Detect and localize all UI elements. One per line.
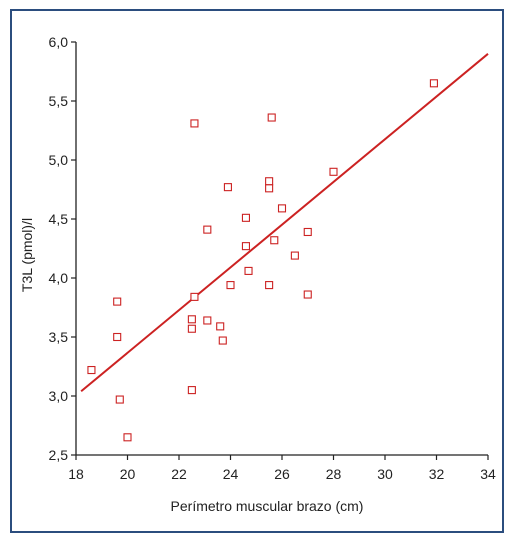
data-point <box>203 225 212 234</box>
y-tick-label: 4,5 <box>49 211 69 227</box>
data-point <box>123 433 132 442</box>
x-tick-label: 32 <box>429 466 445 482</box>
y-tick-label: 3,5 <box>49 329 69 345</box>
x-tick-label: 34 <box>480 466 496 482</box>
data-point <box>244 266 253 275</box>
data-point <box>187 315 196 324</box>
data-point <box>190 119 199 128</box>
x-tick-label: 20 <box>120 466 136 482</box>
data-point <box>265 281 274 290</box>
chart-axes: 18 20 22 24 26 28 30 32 34 2,5 3,0 3,5 4,0 4,5 5,0 5,5 6… <box>49 34 496 482</box>
data-point <box>290 251 299 260</box>
x-axis-title: Perímetro muscular brazo (cm) <box>171 498 364 514</box>
regression-line-layer <box>80 53 489 393</box>
data-point <box>303 227 312 237</box>
data-point <box>265 184 274 193</box>
data-point <box>265 177 274 186</box>
data-point <box>113 332 122 342</box>
x-tick-label: 22 <box>171 466 187 482</box>
y-tick-label: 3,0 <box>49 388 69 404</box>
chart-frame <box>10 9 504 533</box>
y-tick-label: 4,0 <box>49 270 69 286</box>
y-tick-label: 5,0 <box>49 152 69 168</box>
y-tick-label: 5,5 <box>49 93 69 109</box>
data-point <box>277 204 287 213</box>
data-point <box>187 324 196 333</box>
x-tick-label: 18 <box>68 466 84 482</box>
y-tick-label: 6,0 <box>49 34 69 50</box>
data-point <box>429 79 438 88</box>
x-tick-label: 24 <box>223 466 239 482</box>
data-point <box>303 290 312 299</box>
data-point <box>270 236 279 245</box>
y-tick-label: 2,5 <box>49 447 69 463</box>
data-point <box>216 322 225 331</box>
data-point <box>190 292 199 301</box>
data-point <box>329 167 338 176</box>
data-point <box>218 336 227 345</box>
data-point <box>87 365 96 375</box>
data-point <box>226 281 235 290</box>
x-tick-label: 28 <box>326 466 342 482</box>
data-point <box>113 297 122 306</box>
data-point <box>241 242 250 251</box>
regression-line <box>80 53 489 393</box>
data-point <box>187 386 196 395</box>
data-points-layer <box>87 79 438 442</box>
y-axis-title: T3L (pmol)/l <box>19 218 35 292</box>
data-point <box>223 183 232 192</box>
x-tick-label: 30 <box>377 466 393 482</box>
data-point <box>203 316 212 325</box>
data-point <box>241 213 250 222</box>
x-tick-label: 26 <box>274 466 290 482</box>
data-point <box>267 113 276 122</box>
data-point <box>115 395 124 404</box>
axis-labels-layer: Perímetro muscular brazo (cm) T3L (pmol)… <box>19 218 363 514</box>
